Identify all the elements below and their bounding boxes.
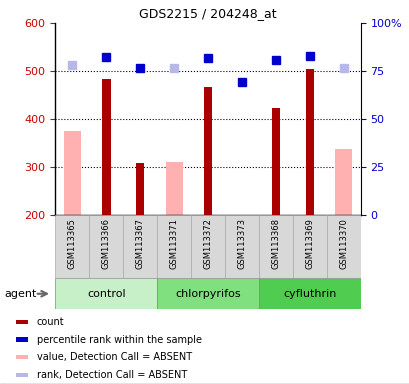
- Bar: [305, 69, 313, 215]
- Text: value, Detection Call = ABSENT: value, Detection Call = ABSENT: [36, 353, 191, 362]
- Text: GSM113365: GSM113365: [67, 218, 76, 269]
- Bar: [292, 215, 326, 278]
- Bar: [225, 215, 258, 278]
- Bar: [16, 320, 28, 324]
- Text: cyfluthrin: cyfluthrin: [283, 289, 336, 299]
- Bar: [191, 215, 225, 278]
- Bar: [16, 373, 28, 377]
- Bar: [16, 338, 28, 342]
- Bar: [102, 79, 110, 215]
- Bar: [157, 278, 258, 309]
- Title: GDS2215 / 204248_at: GDS2215 / 204248_at: [139, 7, 276, 20]
- Bar: [326, 215, 360, 278]
- Bar: [55, 215, 89, 278]
- Text: GSM113367: GSM113367: [135, 218, 144, 269]
- Text: percentile rank within the sample: percentile rank within the sample: [36, 334, 201, 344]
- Text: control: control: [87, 289, 125, 299]
- Bar: [165, 162, 182, 215]
- Text: GSM113370: GSM113370: [339, 218, 348, 269]
- Bar: [203, 88, 212, 215]
- Bar: [64, 131, 81, 215]
- Text: GSM113372: GSM113372: [203, 218, 212, 269]
- Bar: [335, 149, 351, 215]
- Bar: [16, 355, 28, 359]
- Text: agent: agent: [4, 289, 36, 299]
- Bar: [258, 278, 360, 309]
- Text: rank, Detection Call = ABSENT: rank, Detection Call = ABSENT: [36, 370, 187, 380]
- Text: chlorpyrifos: chlorpyrifos: [175, 289, 240, 299]
- Bar: [258, 215, 292, 278]
- Text: count: count: [36, 317, 64, 327]
- Text: GSM113371: GSM113371: [169, 218, 178, 269]
- Bar: [89, 215, 123, 278]
- Text: GSM113368: GSM113368: [271, 218, 280, 269]
- Text: GSM113366: GSM113366: [101, 218, 110, 269]
- Bar: [136, 163, 144, 215]
- Bar: [157, 215, 191, 278]
- Text: GSM113373: GSM113373: [237, 218, 246, 269]
- Bar: [123, 215, 157, 278]
- Bar: [55, 278, 157, 309]
- Text: GSM113369: GSM113369: [305, 218, 314, 269]
- Bar: [271, 108, 279, 215]
